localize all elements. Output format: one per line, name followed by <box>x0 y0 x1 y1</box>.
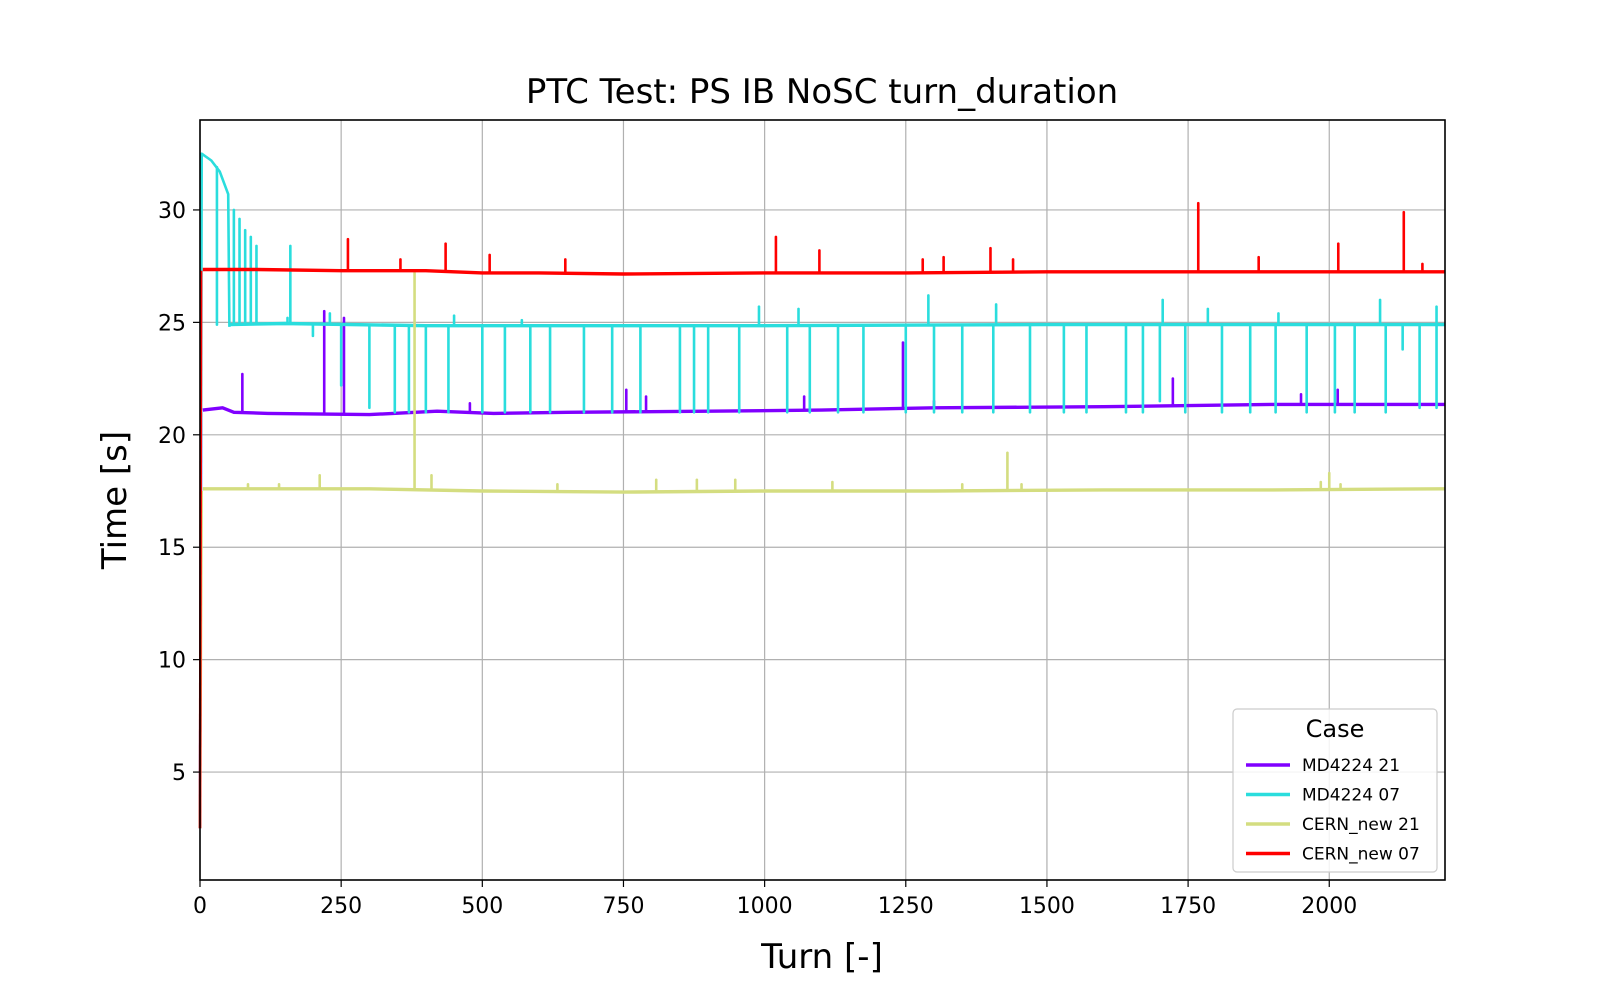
legend-entry: MD4224 21 <box>1246 756 1400 776</box>
x-tick-label: 1250 <box>878 894 934 919</box>
x-axis-label: Turn [-] <box>760 937 883 977</box>
x-tick-label: 500 <box>461 894 503 919</box>
grid-layer <box>199 120 1445 880</box>
legend-label: MD4224 21 <box>1302 756 1400 776</box>
series-md4224-07 <box>198 152 1445 829</box>
series-line <box>229 321 1445 328</box>
legend-label: CERN_new 07 <box>1302 845 1420 865</box>
x-tick-label: 750 <box>602 894 644 919</box>
legend: Case MD4224 21 MD4224 07 CERN_new 21 CERN_n… <box>1232 708 1438 873</box>
y-tick-label: 10 <box>158 649 186 674</box>
legend-box <box>1232 708 1438 873</box>
y-tick-label: 5 <box>172 761 186 786</box>
tick-layer: 0 250 500 750 1000 1250 1500 1750 2000 5 10 15 20 25 3… <box>158 199 1357 919</box>
legend-label: CERN_new 21 <box>1302 815 1420 835</box>
y-tick-label: 15 <box>158 536 186 561</box>
series-line <box>202 487 1446 494</box>
legend-title: Case <box>1306 715 1365 743</box>
y-tick-label: 25 <box>158 311 186 336</box>
legend-label: MD4224 07 <box>1302 786 1400 806</box>
x-tick-label: 250 <box>320 894 362 919</box>
chart-title: PTC Test: PS IB NoSC turn_duration <box>526 72 1118 112</box>
legend-entry: MD4224 07 <box>1246 786 1400 806</box>
legend-entry: CERN_new 21 <box>1246 815 1420 835</box>
series-line <box>202 267 1445 276</box>
series-line-start <box>198 152 231 829</box>
x-tick-label: 2000 <box>1301 894 1357 919</box>
plot-frame <box>199 119 1446 881</box>
y-tick-label: 20 <box>158 424 186 449</box>
x-tick-label: 1500 <box>1019 894 1075 919</box>
x-tick-label: 1000 <box>737 894 793 919</box>
x-tick-label: 0 <box>193 894 207 919</box>
legend-entries: MD4224 21 MD4224 07 CERN_new 21 CERN_new 07 <box>1246 756 1420 865</box>
x-tick-label: 1750 <box>1160 894 1216 919</box>
y-axis-label: Time [s] <box>95 431 135 570</box>
legend-entry: CERN_new 07 <box>1246 845 1420 865</box>
y-tick-label: 30 <box>158 199 186 224</box>
